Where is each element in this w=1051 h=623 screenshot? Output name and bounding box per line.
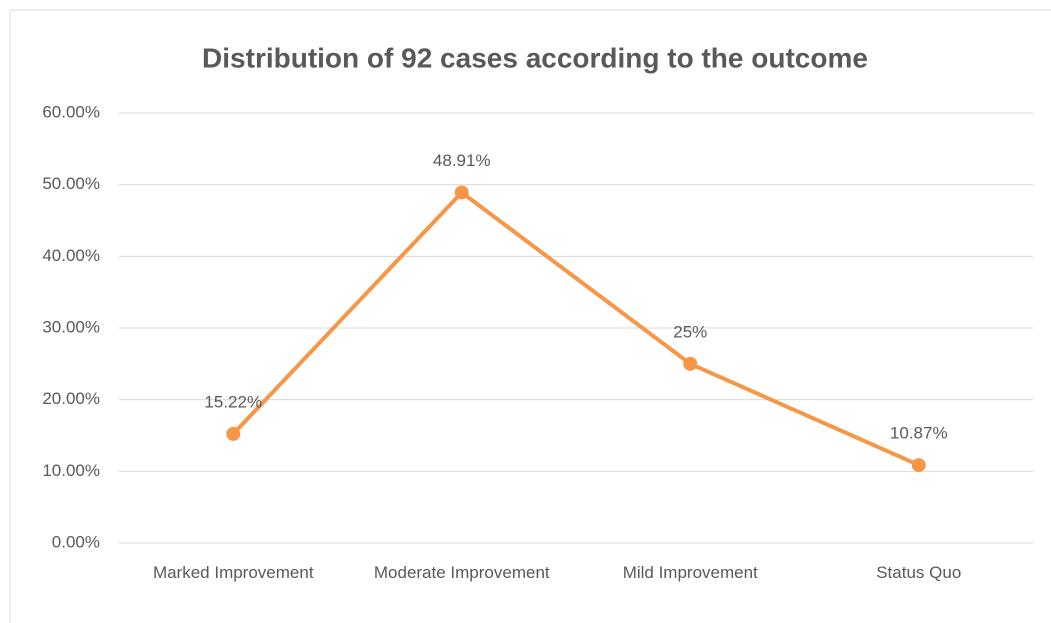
chart-frame: [9, 9, 1051, 623]
y-tick-label: 30.00%: [42, 317, 100, 336]
chart-title: Distribution of 92 cases according to th…: [202, 42, 868, 73]
data-label: 25%: [673, 322, 707, 341]
x-tick-label: Mild Improvement: [622, 563, 758, 582]
data-label: 48.91%: [433, 151, 491, 170]
y-tick-label: 60.00%: [42, 102, 100, 121]
x-tick-label: Marked Improvement: [152, 563, 314, 582]
marker: [911, 458, 926, 473]
line: [231, 190, 920, 467]
marker: [683, 356, 698, 371]
data-label: 10.87%: [890, 424, 948, 443]
y-tick-label: 10.00%: [42, 461, 100, 480]
marker: [454, 185, 469, 200]
x-tick-label: Status Quo: [876, 563, 962, 582]
marker: [226, 426, 241, 441]
y-tick-label: 40.00%: [42, 246, 100, 265]
y-tick-label: 0.00%: [52, 532, 100, 551]
data-label: 15.22%: [204, 392, 262, 411]
y-tick-label: 50.00%: [42, 174, 100, 193]
y-tick-label: 20.00%: [42, 389, 100, 408]
x-tick-label: Moderate Improvement: [373, 563, 550, 582]
